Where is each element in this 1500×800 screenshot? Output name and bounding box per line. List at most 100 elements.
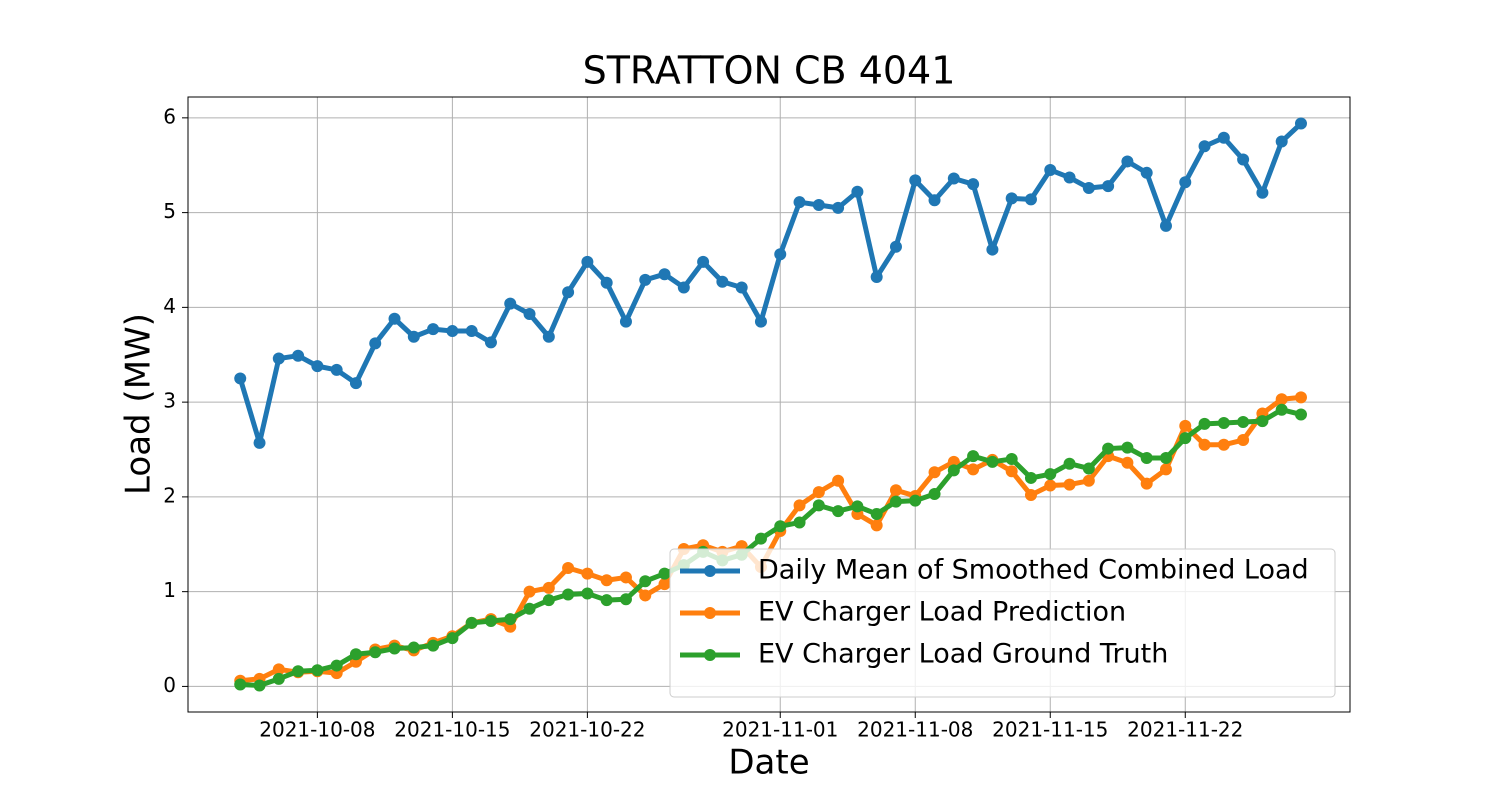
- x-tick-label: 2021-11-08: [857, 718, 973, 742]
- data-point: [504, 297, 517, 310]
- y-tick-label: 1: [163, 578, 176, 602]
- data-point: [369, 337, 382, 350]
- data-point: [1256, 186, 1269, 199]
- data-point: [793, 516, 806, 529]
- legend-label: Daily Mean of Smoothed Combined Load: [758, 555, 1309, 586]
- data-point: [812, 486, 825, 499]
- data-point: [1024, 471, 1037, 484]
- y-tick-label: 6: [163, 104, 176, 128]
- data-point: [832, 474, 845, 487]
- data-point: [600, 276, 613, 289]
- data-point: [832, 505, 845, 518]
- data-point: [1256, 415, 1269, 428]
- data-point: [1121, 155, 1134, 168]
- y-tick-label: 5: [163, 199, 176, 223]
- data-point: [870, 519, 883, 532]
- data-point: [407, 330, 420, 343]
- data-point: [1294, 117, 1307, 130]
- data-point: [1237, 434, 1250, 447]
- data-point: [1063, 478, 1076, 491]
- x-tick-label: 2021-10-08: [259, 718, 375, 742]
- data-point: [292, 665, 305, 678]
- data-point: [677, 281, 690, 294]
- data-point: [581, 587, 594, 600]
- data-point: [1159, 452, 1172, 465]
- data-point: [1005, 465, 1018, 478]
- data-point: [369, 646, 382, 659]
- data-point: [272, 352, 285, 365]
- data-point: [967, 178, 980, 191]
- y-tick-label: 4: [163, 294, 176, 318]
- data-point: [947, 172, 960, 185]
- data-point: [947, 455, 960, 468]
- data-point: [619, 571, 632, 584]
- data-point: [465, 325, 478, 338]
- data-point: [658, 578, 671, 591]
- data-point: [1294, 391, 1307, 404]
- data-point: [1217, 131, 1230, 144]
- data-point: [1121, 441, 1134, 454]
- data-point: [1217, 438, 1230, 451]
- data-point: [581, 567, 594, 580]
- data-point: [1063, 457, 1076, 470]
- data-point: [1275, 393, 1288, 406]
- data-point: [1275, 135, 1288, 148]
- data-point: [1102, 180, 1115, 193]
- y-tick-label: 3: [163, 389, 176, 413]
- x-tick-label: 2021-10-22: [529, 718, 645, 742]
- x-tick-label: 2021-11-22: [1127, 718, 1243, 742]
- legend-box: [669, 548, 1336, 698]
- data-point: [1044, 163, 1057, 176]
- plot-frame: [187, 96, 1351, 713]
- x-tick-label: 2021-11-15: [992, 718, 1108, 742]
- data-point: [234, 678, 247, 691]
- data-point: [407, 641, 420, 654]
- data-point: [311, 360, 324, 373]
- data-point: [388, 642, 401, 655]
- data-point: [1024, 488, 1037, 501]
- data-point: [1082, 474, 1095, 487]
- data-point: [542, 594, 555, 607]
- data-point: [716, 275, 729, 288]
- data-point: [427, 323, 440, 336]
- data-point: [1179, 419, 1192, 432]
- data-point: [658, 567, 671, 580]
- data-point: [272, 663, 285, 676]
- y-tick-label: 0: [163, 673, 176, 697]
- data-point: [1159, 463, 1172, 476]
- data-point: [600, 594, 613, 607]
- data-point: [639, 575, 652, 588]
- data-point: [311, 664, 324, 677]
- data-point: [1140, 166, 1153, 179]
- data-point: [1140, 452, 1153, 465]
- data-point: [446, 632, 459, 645]
- data-point: [504, 613, 517, 626]
- data-point: [1005, 452, 1018, 465]
- legend-marker: [704, 607, 716, 619]
- data-point: [484, 336, 497, 349]
- data-point: [619, 593, 632, 606]
- data-point: [292, 349, 305, 362]
- data-point: [754, 532, 767, 545]
- data-point: [889, 484, 902, 497]
- data-point: [619, 315, 632, 328]
- data-point: [1024, 193, 1037, 206]
- data-point: [986, 243, 999, 256]
- y-tick-label: 2: [163, 483, 176, 507]
- data-point: [253, 679, 266, 692]
- chart-title: STRATTON CB 4041: [583, 49, 956, 93]
- data-point: [774, 520, 787, 533]
- data-point: [928, 194, 941, 207]
- data-point: [523, 602, 536, 615]
- data-point: [793, 196, 806, 209]
- data-point: [889, 495, 902, 508]
- data-point: [581, 255, 594, 268]
- data-point: [812, 499, 825, 512]
- x-tick-label: 2021-11-01: [722, 718, 838, 742]
- data-point: [600, 574, 613, 587]
- data-point: [1217, 416, 1230, 429]
- data-point: [330, 659, 343, 672]
- data-point: [562, 588, 575, 601]
- data-point: [1082, 462, 1095, 475]
